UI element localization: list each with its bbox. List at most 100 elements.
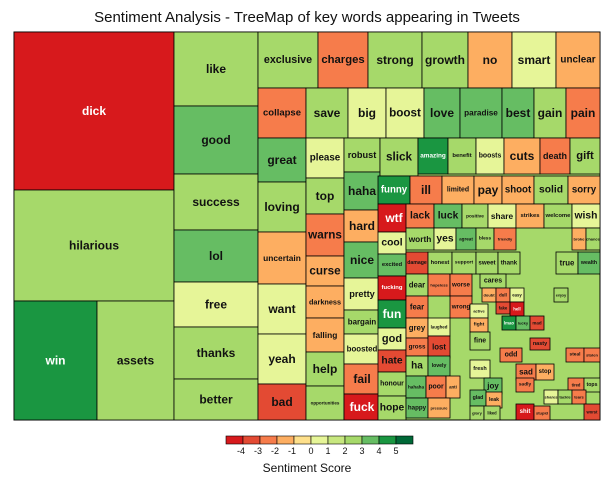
treemap-label-joy: joy xyxy=(486,382,499,391)
treemap-cell-mad xyxy=(529,315,545,331)
legend-tick-label: 3 xyxy=(359,446,364,456)
treemap-label-yeah: yeah xyxy=(268,352,295,366)
treemap-label-lucky: lucky xyxy=(518,321,529,326)
treemap-label-happy: happy xyxy=(408,405,427,412)
treemap-cell-paradise xyxy=(459,87,503,139)
treemap-label-welcome: welcome xyxy=(545,213,572,219)
treemap-label-hilarious: hilarious xyxy=(69,239,119,253)
treemap-label-lol: lol xyxy=(209,249,223,263)
treemap-cell-strong xyxy=(367,31,423,89)
treemap-cell-fun xyxy=(377,299,407,329)
treemap-cell-nasty xyxy=(529,337,551,351)
treemap-cell-strikes xyxy=(515,203,545,229)
treemap-cell-anti xyxy=(445,375,461,399)
treemap-cell-top xyxy=(305,177,345,215)
legend-tick-label: -3 xyxy=(254,446,262,456)
treemap-label-love: love xyxy=(430,106,454,120)
treemap-label-god: god xyxy=(382,333,402,345)
treemap-cell-stupid xyxy=(533,405,551,421)
treemap-label-warns: warns xyxy=(307,229,342,242)
treemap-label-positive: positive xyxy=(466,214,484,219)
treemap-cell-pressure xyxy=(427,397,451,419)
treemap-cell-haha xyxy=(343,171,381,211)
treemap-cell-bad xyxy=(257,383,307,421)
treemap-cell-enjoy xyxy=(553,287,569,303)
treemap-label-cuts: cuts xyxy=(510,149,535,163)
treemap-label-steal: steal xyxy=(570,352,581,358)
treemap-cell-ill xyxy=(409,175,443,205)
treemap-cell-good xyxy=(173,105,259,175)
treemap-label-nasty: nasty xyxy=(533,341,548,347)
treemap-label-ill: ill xyxy=(421,183,431,197)
treemap-label-glory: glory xyxy=(472,411,483,416)
treemap-label-better: better xyxy=(199,393,233,407)
treemap-label-hahaha: hahaha xyxy=(408,385,425,390)
treemap-cell-sorry xyxy=(567,175,601,205)
treemap-label-liked: liked xyxy=(487,411,497,416)
treemap-label-falling: falling xyxy=(313,330,338,340)
treemap-cell-tops xyxy=(583,377,601,393)
treemap-label-want: want xyxy=(267,302,295,316)
legend-tick-label: -2 xyxy=(271,446,279,456)
treemap-label-hate: hate xyxy=(381,356,402,367)
treemap-label-pretty: pretty xyxy=(349,289,375,299)
treemap-label-boosts: boosts xyxy=(479,153,502,160)
treemap-cell-solid xyxy=(533,175,569,205)
treemap-label-sorry: sorry xyxy=(572,185,597,196)
treemap-label-fail: fail xyxy=(353,372,370,386)
treemap-label-lost: lost xyxy=(432,343,446,352)
treemap-label-friendly: friendly xyxy=(498,237,513,242)
treemap-label-big: big xyxy=(358,106,376,120)
treemap-label-amazing: amazing xyxy=(420,153,446,160)
treemap-label-thank: thank xyxy=(501,260,518,267)
treemap-cell-nice xyxy=(343,241,381,279)
treemap-cell-sadly xyxy=(515,377,535,393)
treemap-label-fake: fake xyxy=(499,306,508,311)
treemap-cell-wealth xyxy=(577,251,601,275)
treemap-cell-win xyxy=(13,300,98,421)
treemap-cell-assets xyxy=(96,300,175,421)
treemap-label-fucking: fucking xyxy=(382,285,403,291)
legend-swatch xyxy=(327,435,346,445)
legend-tick-label: -4 xyxy=(237,446,245,456)
treemap-label-broke: broke xyxy=(574,237,586,242)
treemap-label-collapse: collapse xyxy=(263,108,301,119)
legend-swatch xyxy=(395,435,414,445)
treemap-label-paradise: paradise xyxy=(464,109,498,118)
treemap-cell-opportunities xyxy=(305,385,345,421)
treemap-label-slick: slick xyxy=(386,151,412,164)
treemap-label-win: win xyxy=(45,354,66,368)
treemap-cell-big xyxy=(347,87,387,139)
treemap-label-damage: damage xyxy=(407,260,427,266)
legend-swatch xyxy=(225,435,244,445)
treemap-label-sad: sad xyxy=(519,368,533,377)
treemap-label-fresh: fresh xyxy=(473,366,487,372)
treemap-cell-wish xyxy=(571,203,601,229)
treemap-label-save: save xyxy=(314,106,341,120)
treemap-label-dick: dick xyxy=(82,104,106,118)
treemap-label-agreat: agreat xyxy=(459,237,473,242)
treemap-label-curse: curse xyxy=(309,265,341,278)
treemap-cell-welcome xyxy=(543,203,573,229)
treemap-label-boosted: boosted xyxy=(347,345,378,354)
treemap-cell-robust xyxy=(343,137,381,173)
treemap-label-unclear: unclear xyxy=(560,55,595,66)
treemap-label-hopeless: hopeless xyxy=(430,283,448,288)
treemap-label-like: like xyxy=(206,62,226,76)
treemap-label-hell: hell xyxy=(513,307,520,312)
treemap-label-bargain: bargain xyxy=(348,318,377,327)
treemap-label-pressure: pressure xyxy=(431,406,449,411)
treemap-label-support: support xyxy=(455,260,474,266)
treemap-label-help: help xyxy=(313,362,338,376)
treemap-label-wealth: wealth xyxy=(580,260,597,266)
treemap-cell-pay xyxy=(473,175,503,205)
legend-swatch xyxy=(361,435,380,445)
treemap-label-bad: bad xyxy=(271,395,292,409)
legend-tick-label: 4 xyxy=(376,446,381,456)
treemap-cell-smart xyxy=(511,31,557,89)
treemap-cell-stolen xyxy=(583,347,601,363)
treemap-cell-pain xyxy=(565,87,601,139)
treemap-label-worse: worse xyxy=(451,282,470,289)
treemap-cell-better xyxy=(173,378,259,421)
treemap-cell-worst xyxy=(583,403,601,421)
